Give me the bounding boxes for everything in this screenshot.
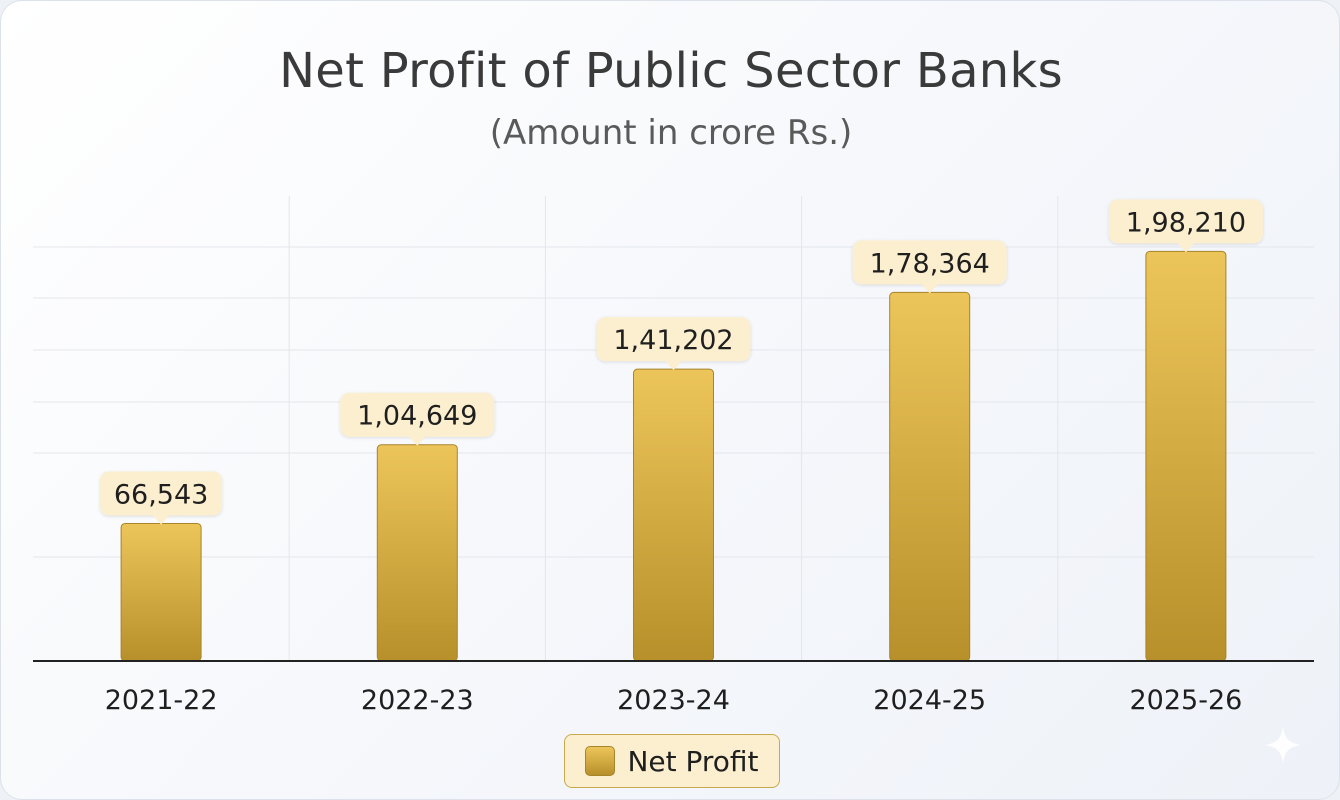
data-labels-group: 66,543 1,04,649 1,41,202 1,78,364 1,98,210 bbox=[100, 199, 1263, 525]
data-label-text: 1,98,210 bbox=[1126, 207, 1246, 238]
data-label-2021-22: 66,543 bbox=[100, 471, 223, 525]
data-label-bg bbox=[340, 392, 495, 437]
data-label-2024-25: 1,78,364 bbox=[852, 240, 1007, 294]
data-label-2025-26: 1,98,210 bbox=[1108, 199, 1263, 253]
data-label-bg bbox=[100, 471, 223, 516]
legend-swatch bbox=[585, 746, 616, 776]
bar-2022-23 bbox=[376, 444, 458, 662]
data-label-pointer bbox=[1176, 242, 1195, 253]
x-tick-label-2025-26: 2025-26 bbox=[1129, 685, 1242, 716]
bar-2021-22 bbox=[120, 522, 202, 662]
data-label-2022-23: 1,04,649 bbox=[340, 392, 495, 446]
x-tick-label-2023-24: 2023-24 bbox=[617, 685, 730, 716]
data-label-pointer bbox=[408, 435, 427, 446]
chart-title: Net Profit of Public Sector Banks bbox=[279, 43, 1063, 99]
sparkle-icon bbox=[1265, 727, 1301, 763]
data-label-text: 66,543 bbox=[114, 479, 208, 510]
data-label-pointer bbox=[152, 514, 171, 525]
data-label-bg bbox=[596, 317, 751, 362]
bar-2025-26 bbox=[1145, 250, 1227, 662]
bar-2024-25 bbox=[889, 291, 971, 662]
x-tick-label-2021-22: 2021-22 bbox=[105, 685, 218, 716]
x-tick-label-2022-23: 2022-23 bbox=[361, 685, 474, 716]
legend-label: Net Profit bbox=[627, 744, 759, 778]
data-label-text: 1,78,364 bbox=[870, 248, 990, 279]
bar-2023-24 bbox=[633, 368, 714, 662]
data-label-text: 1,41,202 bbox=[613, 325, 733, 356]
chart-subtitle: (Amount in crore Rs.) bbox=[489, 113, 853, 153]
data-label-bg bbox=[1108, 199, 1263, 244]
legend: Net Profit bbox=[564, 734, 780, 788]
x-tick-label-2024-25: 2024-25 bbox=[873, 685, 986, 716]
x-tick-labels-group: 2021-22 2022-23 2023-24 2024-25 2025-26 bbox=[105, 685, 1243, 716]
data-label-2023-24: 1,41,202 bbox=[596, 317, 751, 371]
data-label-pointer bbox=[920, 283, 939, 294]
data-label-pointer bbox=[664, 360, 683, 371]
data-label-text: 1,04,649 bbox=[357, 401, 477, 432]
data-label-bg bbox=[852, 240, 1007, 285]
bars-group bbox=[120, 250, 1227, 662]
